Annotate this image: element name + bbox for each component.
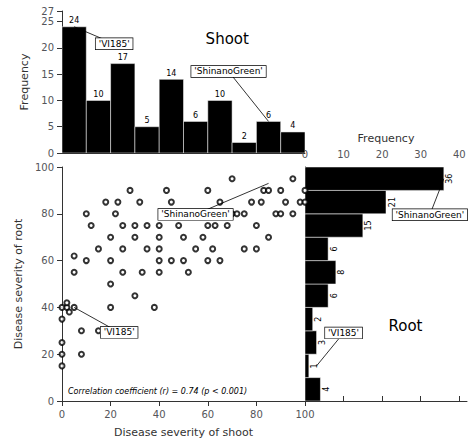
- svg-text:100: 100: [295, 409, 314, 420]
- svg-text:10: 10: [215, 90, 225, 99]
- svg-text:Disease severity of shoot: Disease severity of shoot: [114, 426, 254, 439]
- svg-text:0: 0: [301, 148, 309, 160]
- svg-text:0: 0: [48, 148, 54, 159]
- svg-text:10: 10: [337, 149, 350, 160]
- svg-text:80: 80: [41, 208, 54, 219]
- svg-text:6: 6: [330, 293, 339, 298]
- svg-text:'ShinanoGreen': 'ShinanoGreen': [161, 209, 230, 219]
- svg-text:6: 6: [330, 246, 339, 251]
- svg-text:15: 15: [364, 220, 373, 230]
- svg-text:30: 30: [414, 149, 427, 160]
- svg-text:17: 17: [118, 53, 128, 62]
- svg-text:20: 20: [104, 409, 117, 420]
- svg-text:20: 20: [376, 149, 389, 160]
- svg-text:14: 14: [166, 69, 176, 78]
- svg-text:1: 1: [310, 363, 320, 369]
- svg-text:10: 10: [93, 90, 103, 99]
- svg-text:4: 4: [322, 387, 331, 392]
- svg-text:27: 27: [41, 6, 54, 17]
- svg-text:40: 40: [153, 409, 166, 420]
- svg-text:2: 2: [314, 317, 323, 322]
- svg-text:2: 2: [242, 132, 247, 141]
- svg-text:3: 3: [318, 340, 327, 345]
- svg-text:Correlation coefficient (r) =: Correlation coefficient (r) = 0.74 (p < …: [68, 387, 247, 396]
- svg-text:40: 40: [41, 302, 54, 313]
- svg-text:6: 6: [193, 111, 198, 120]
- svg-text:'ShinanoGreen': 'ShinanoGreen': [396, 210, 465, 220]
- svg-text:80: 80: [250, 409, 263, 420]
- svg-text:10: 10: [41, 95, 54, 106]
- svg-text:Root: Root: [388, 317, 422, 335]
- svg-text:60: 60: [201, 409, 214, 420]
- svg-text:Disease severity of root: Disease severity of root: [12, 218, 25, 349]
- svg-text:8: 8: [337, 270, 346, 275]
- svg-text:40: 40: [453, 149, 466, 160]
- svg-text:25: 25: [41, 16, 54, 27]
- svg-text:'ShinanoGreen': 'ShinanoGreen': [194, 66, 263, 76]
- svg-text:24: 24: [69, 16, 79, 25]
- svg-text:15: 15: [41, 69, 54, 80]
- svg-text:Frequency: Frequency: [18, 53, 31, 110]
- svg-text:60: 60: [41, 255, 54, 266]
- svg-text:36: 36: [445, 174, 454, 184]
- svg-text:5: 5: [48, 121, 54, 132]
- svg-text:Frequency: Frequency: [358, 132, 415, 145]
- svg-text:0: 0: [59, 409, 65, 420]
- svg-text:5: 5: [145, 116, 150, 125]
- svg-text:100: 100: [35, 162, 54, 173]
- svg-text:20: 20: [41, 349, 54, 360]
- svg-text:'VI185': 'VI185': [99, 39, 130, 49]
- svg-text:6: 6: [266, 110, 272, 120]
- svg-text:'VI185': 'VI185': [328, 328, 359, 338]
- svg-text:0: 0: [48, 396, 54, 407]
- svg-text:'VI185': 'VI185': [104, 327, 135, 337]
- svg-text:20: 20: [41, 42, 54, 53]
- svg-text:4: 4: [290, 121, 295, 130]
- svg-text:21: 21: [388, 197, 397, 207]
- svg-text:Shoot: Shoot: [206, 30, 249, 48]
